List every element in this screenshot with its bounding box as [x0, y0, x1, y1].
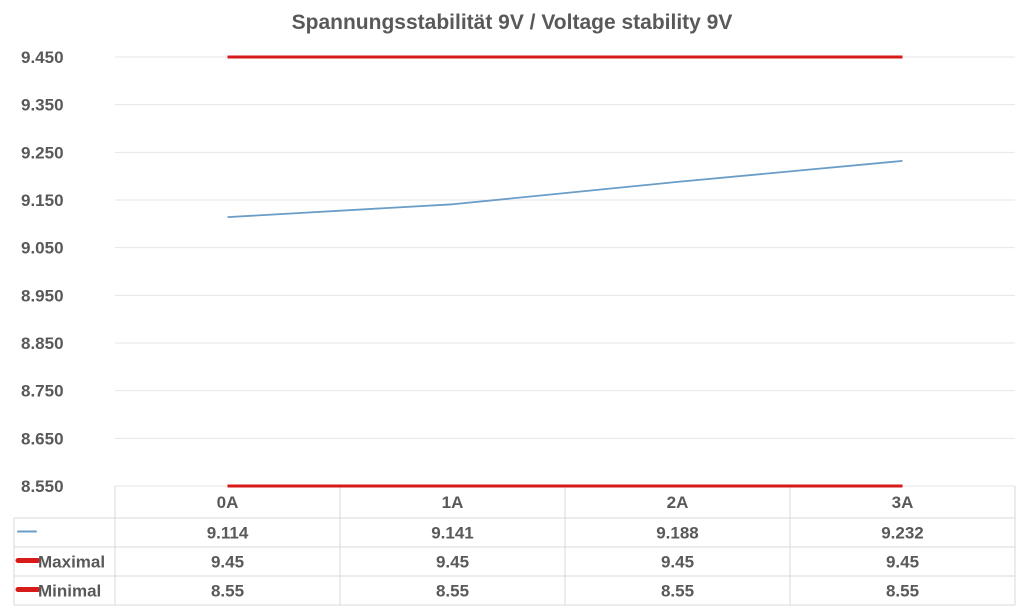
y-tick-label: 8.550 — [21, 477, 64, 496]
y-tick-label: 9.350 — [21, 96, 64, 115]
data-label: 8.55 — [436, 582, 469, 601]
y-tick-label: 8.750 — [21, 382, 64, 401]
y-tick-label: 8.850 — [21, 334, 64, 353]
x-tick-label: 3A — [892, 493, 914, 512]
x-tick-label: 1A — [442, 493, 464, 512]
data-label: 9.45 — [436, 553, 469, 572]
x-tick-label: 2A — [667, 493, 689, 512]
data-label: 8.55 — [661, 582, 694, 601]
y-tick-label: 9.150 — [21, 191, 64, 210]
y-tick-label: 9.250 — [21, 143, 64, 162]
legend-label: Minimal — [38, 582, 101, 601]
y-tick-label: 9.450 — [21, 48, 64, 67]
gridlines — [115, 56, 1015, 487]
y-tick-label: 8.650 — [21, 429, 64, 448]
data-label: 9.232 — [881, 524, 924, 543]
data-label: 9.45 — [886, 553, 919, 572]
chart-title: Spannungsstabilität 9V / Voltage stabili… — [292, 11, 733, 34]
y-axis-tick-labels: 9.450 9.350 9.250 9.150 9.050 8.950 8.850 8.750… — [21, 48, 64, 496]
x-tick-label: 0A — [217, 493, 239, 512]
data-label: 9.45 — [211, 553, 244, 572]
data-label: 8.55 — [886, 582, 919, 601]
data-label: 9.45 — [661, 553, 694, 572]
legend-label: Maximal — [38, 553, 105, 572]
data-label: 9.114 — [207, 524, 249, 543]
data-label: 8.55 — [211, 582, 244, 601]
y-tick-label: 9.050 — [21, 239, 64, 258]
series-line-measured — [227, 160, 903, 219]
series-lines — [227, 55, 903, 488]
y-tick-label: 8.950 — [21, 286, 64, 305]
data-table: 0A 1A 2A 3A 9.114 9.141 9.188 9.232 Maximal 9.45 9… — [13, 486, 1016, 606]
data-label: 9.188 — [656, 524, 699, 543]
data-label: 9.141 — [431, 524, 474, 543]
